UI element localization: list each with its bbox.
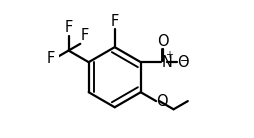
Text: F: F [47, 51, 55, 66]
Text: O: O [178, 55, 189, 70]
Text: N: N [162, 55, 172, 70]
Text: +: + [165, 50, 173, 60]
Text: F: F [65, 20, 73, 35]
Text: −: − [180, 55, 189, 66]
Text: O: O [157, 34, 169, 49]
Text: O: O [156, 94, 168, 109]
Text: F: F [81, 28, 89, 43]
Text: F: F [110, 14, 119, 29]
